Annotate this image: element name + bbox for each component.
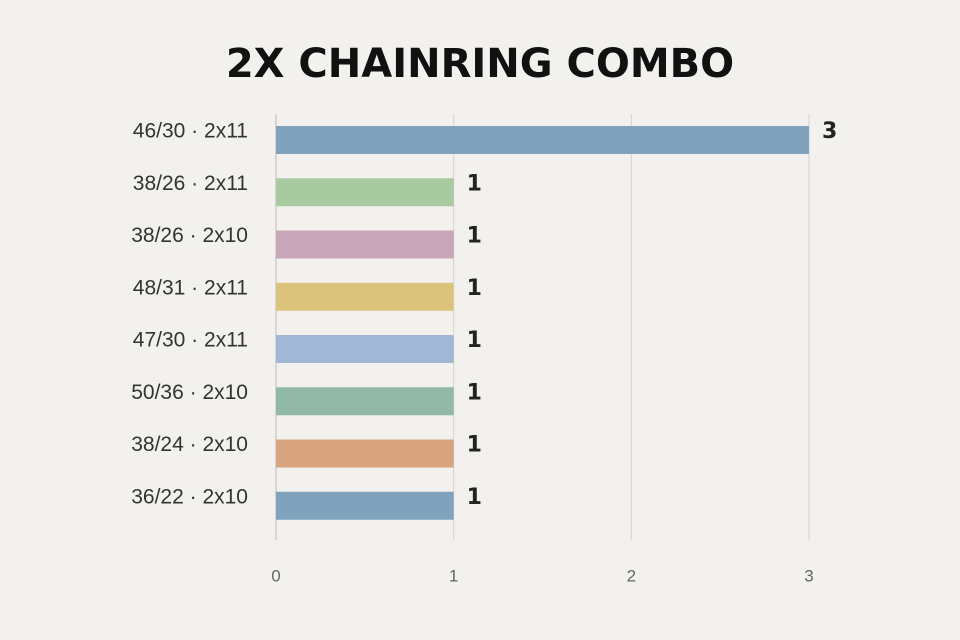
value-label: 1 — [467, 276, 482, 301]
x-tick-label: 3 — [804, 566, 813, 585]
y-tick-label: 38/26 · 2x11 — [133, 172, 248, 195]
value-label: 1 — [467, 433, 482, 458]
value-label: 1 — [467, 171, 482, 196]
bar — [276, 178, 454, 207]
value-label: 1 — [467, 328, 482, 353]
value-label: 3 — [822, 119, 837, 144]
bar — [276, 126, 809, 154]
y-tick-label: 38/24 · 2x10 — [131, 433, 248, 456]
y-tick-label: 38/26 · 2x10 — [131, 224, 248, 247]
value-label: 1 — [467, 380, 482, 405]
bar — [276, 282, 454, 311]
bar — [276, 491, 454, 520]
bar — [276, 230, 454, 259]
value-label: 1 — [467, 224, 482, 249]
y-tick-label: 50/36 · 2x10 — [131, 381, 248, 404]
bar — [276, 387, 454, 416]
y-tick-label: 46/30 · 2x11 — [133, 120, 248, 143]
value-label: 1 — [467, 485, 482, 510]
y-tick-label: 47/30 · 2x11 — [133, 329, 248, 352]
chart-title: 2X CHAINRING COMBO — [226, 41, 734, 87]
x-tick-label: 2 — [627, 566, 636, 585]
y-tick-label: 36/22 · 2x10 — [131, 485, 248, 508]
x-tick-label: 1 — [449, 566, 458, 585]
y-tick-label: 48/31 · 2x11 — [133, 276, 248, 299]
bar — [276, 335, 454, 363]
x-tick-label: 0 — [271, 566, 280, 585]
bar — [276, 439, 454, 468]
